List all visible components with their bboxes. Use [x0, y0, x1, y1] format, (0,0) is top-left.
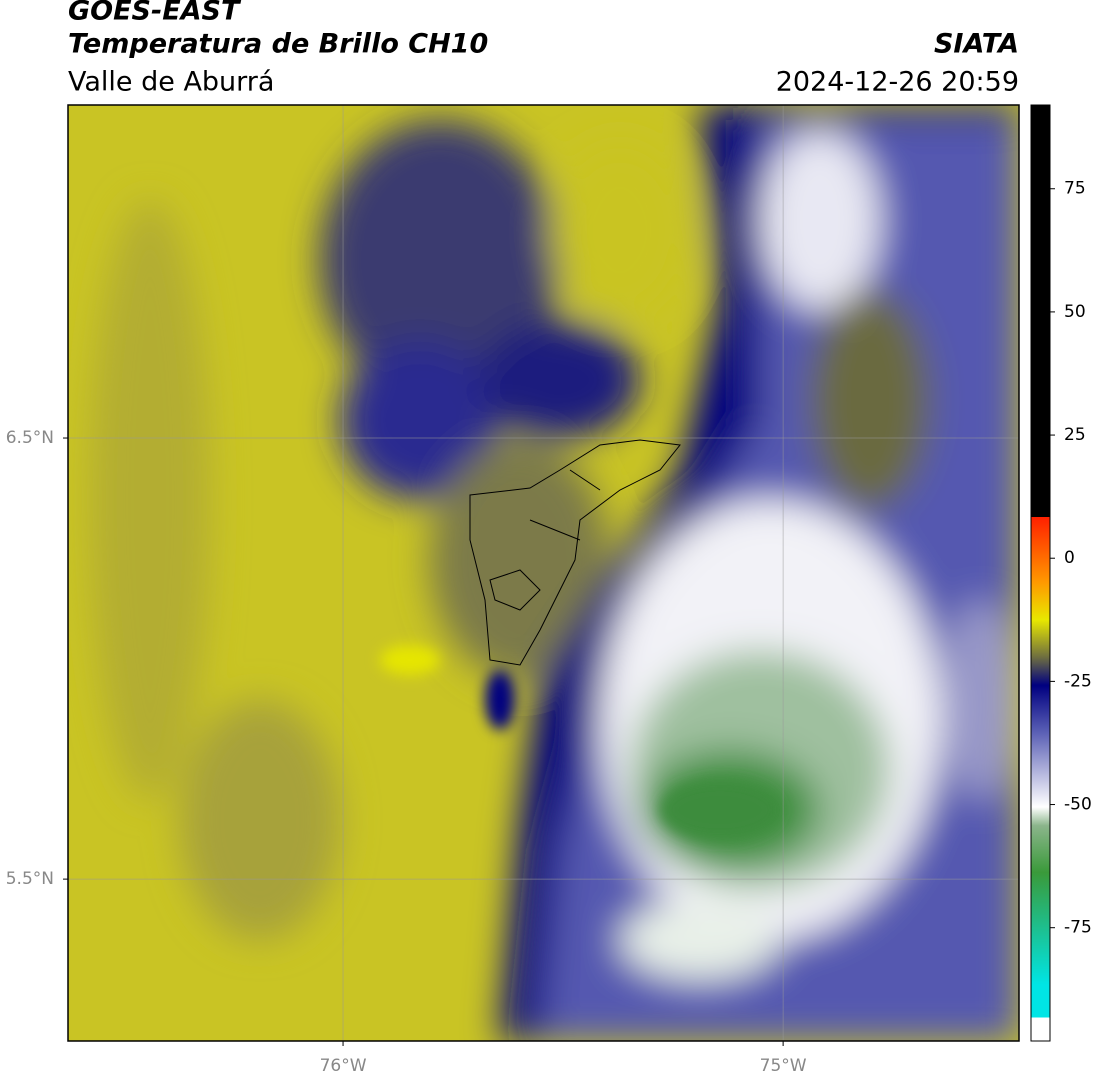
- x-tick-label: 76°W: [320, 1056, 367, 1076]
- colorbar-tick-label: 25: [1064, 425, 1086, 445]
- product: Temperatura de Brillo CH10: [68, 29, 488, 60]
- map-image: [68, 105, 1019, 1041]
- y-tick-label: 5.5°N: [6, 869, 54, 889]
- colorbar-tick-label: -75: [1064, 918, 1092, 938]
- colorbar-tick-label: -50: [1064, 795, 1092, 815]
- agency: SIATA: [934, 29, 1019, 60]
- colorbar-tick-label: 50: [1064, 302, 1086, 322]
- colorbar-tick-label: 75: [1064, 179, 1086, 199]
- satellite: GOES-EAST: [68, 0, 242, 27]
- x-tick-label: 75°W: [760, 1056, 807, 1076]
- colorbar-tick-label: 0: [1064, 548, 1075, 568]
- colorbar-tick-label: -25: [1064, 671, 1092, 691]
- region: Valle de Aburrá: [68, 67, 274, 98]
- datetime: 2024-12-26 20:59: [776, 67, 1019, 98]
- colorbar: [1030, 104, 1051, 1042]
- y-tick-label: 6.5°N: [6, 428, 54, 448]
- map-frame: [67, 104, 1020, 1042]
